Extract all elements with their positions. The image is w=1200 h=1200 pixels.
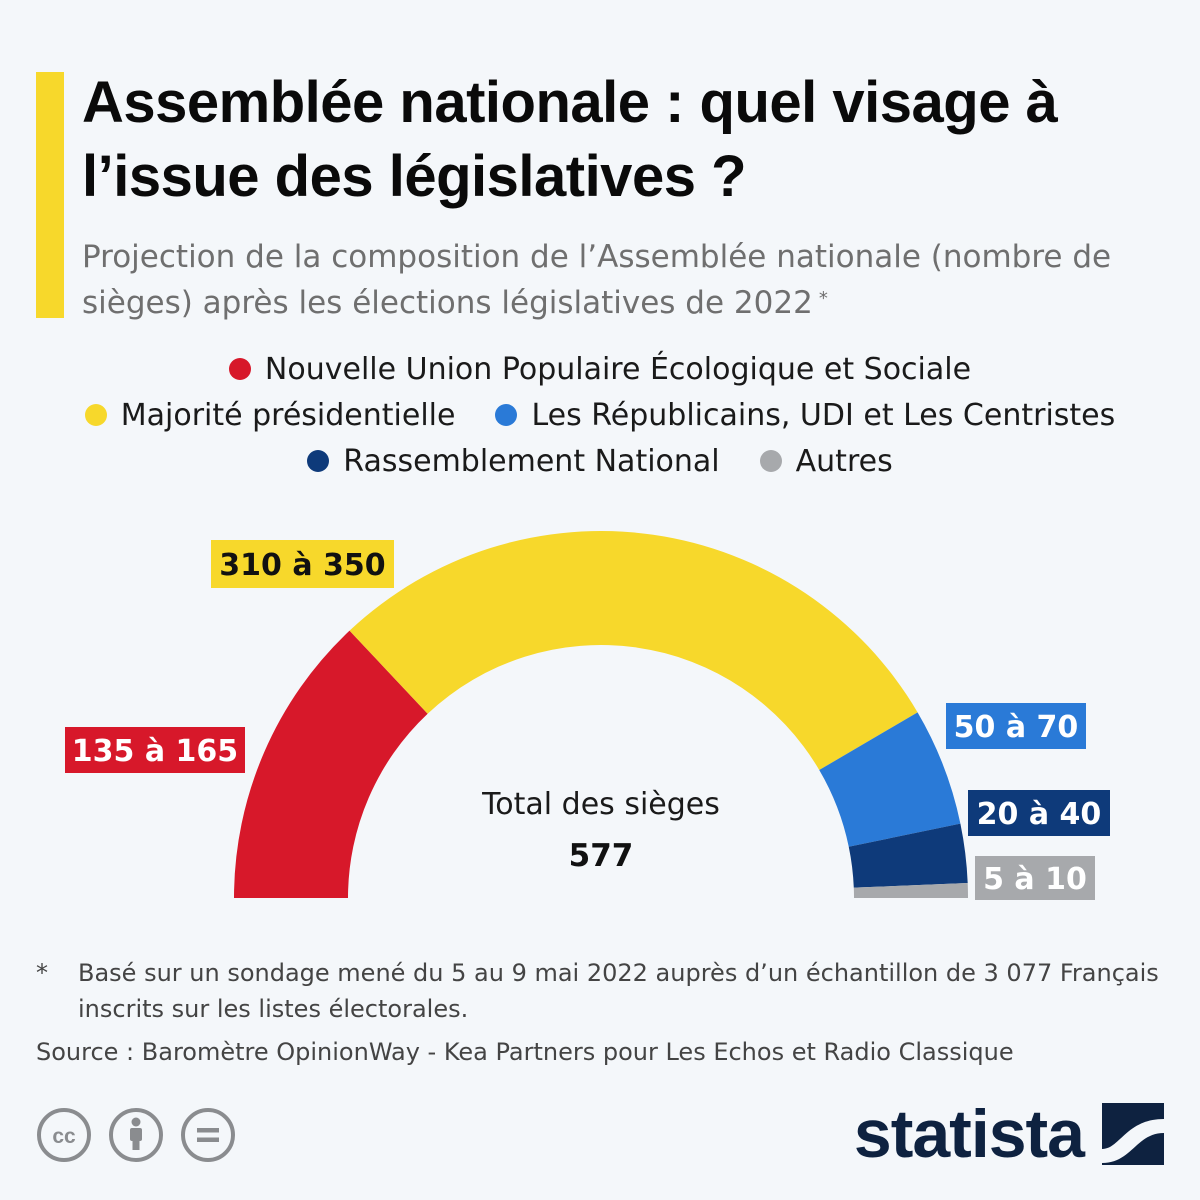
legend-row: Majorité présidentielle Les Républicains… [0, 392, 1200, 438]
data-label-text-autres: 5 à 10 [983, 862, 1087, 897]
data-label-bg-lr-udi [946, 703, 1086, 749]
data-label-bg-majorite [211, 540, 394, 588]
total-value: 577 [569, 838, 634, 874]
data-label-majorite: 310 à 350 [211, 540, 394, 588]
statista-brand[interactable]: statista [854, 1098, 1164, 1170]
statista-logo-icon [1102, 1103, 1164, 1165]
legend-label-rn: Rassemblement National [343, 443, 720, 479]
chart-arcs [234, 531, 968, 898]
legend-item-rn: Rassemblement National [307, 443, 720, 479]
license-icons: cc [36, 1107, 236, 1163]
arc-lr-udi [819, 712, 961, 847]
chart-legend: Nouvelle Union Populaire Écologique et S… [0, 346, 1200, 484]
subtitle-footnote-marker: * [818, 288, 828, 309]
footnote: * Basé sur un sondage mené du 5 au 9 mai… [36, 955, 1176, 1027]
page-subtitle: Projection de la composition de l’Assemb… [82, 234, 1182, 326]
legend-dot-rn [307, 450, 330, 472]
arc-autres [853, 883, 968, 898]
legend-label-autres: Autres [795, 443, 893, 479]
data-label-nupes: 135 à 165 [65, 727, 245, 773]
cc-icon-text: cc [52, 1125, 76, 1148]
legend-dot-nupes [228, 358, 251, 380]
arc-nupes [234, 630, 428, 898]
data-label-autres: 5 à 10 [975, 856, 1095, 900]
data-label-bg-autres [975, 856, 1095, 900]
legend-dot-majorite [84, 404, 107, 426]
legend-label-majorite: Majorité présidentielle [120, 397, 456, 433]
no-derivatives-icon[interactable] [180, 1107, 236, 1163]
legend-label-lr-udi: Les Républicains, UDI et Les Centristes [531, 397, 1116, 433]
legend-row: Nouvelle Union Populaire Écologique et S… [0, 346, 1200, 392]
data-label-bg-nupes [65, 727, 245, 773]
footnote-marker: * [36, 959, 48, 987]
arc-rn [848, 823, 968, 888]
attribution-icon[interactable] [108, 1107, 164, 1163]
total-label: Total des sièges [481, 787, 720, 822]
data-label-bg-rn [968, 790, 1110, 836]
footnote-text: Basé sur un sondage mené du 5 au 9 mai 2… [78, 959, 1159, 1023]
data-label-text-nupes: 135 à 165 [72, 734, 238, 769]
arc-majorite [349, 531, 918, 771]
data-label-text-lr-udi: 50 à 70 [954, 710, 1079, 745]
data-label-text-majorite: 310 à 350 [219, 548, 385, 583]
brand-name: statista [853, 1096, 1085, 1172]
legend-dot-autres [759, 450, 782, 472]
data-label-text-rn: 20 à 40 [977, 797, 1102, 832]
legend-label-nupes: Nouvelle Union Populaire Écologique et S… [264, 351, 972, 387]
legend-dot-lr-udi [495, 404, 518, 426]
legend-item-lr-udi: Les Républicains, UDI et Les Centristes [495, 398, 1115, 433]
legend-item-majorite: Majorité présidentielle [84, 397, 456, 433]
page-title: Assemblée nationale : quel visage à l’is… [82, 70, 1058, 209]
cc-icon[interactable]: cc [36, 1107, 92, 1163]
title-accent-bar [36, 72, 64, 318]
legend-row: Rassemblement National Autres [0, 438, 1200, 484]
data-label-lr-udi: 50 à 70 [946, 703, 1086, 749]
source-text: Source : Baromètre OpinionWay - Kea Part… [36, 1038, 1014, 1066]
subtitle-text: Projection de la composition de l’Assemb… [82, 239, 1112, 321]
legend-item-nupes: Nouvelle Union Populaire Écologique et S… [228, 351, 972, 387]
chart-labels: 135 à 165 310 à 350 50 à 70 20 à 40 5 à 10 [65, 540, 1110, 900]
data-label-rn: 20 à 40 [968, 790, 1110, 836]
assembly-half-donut-chart: 135 à 165 310 à 350 50 à 70 20 à 40 5 à 10 T… [65, 531, 1110, 900]
legend-item-autres: Autres [759, 443, 893, 479]
